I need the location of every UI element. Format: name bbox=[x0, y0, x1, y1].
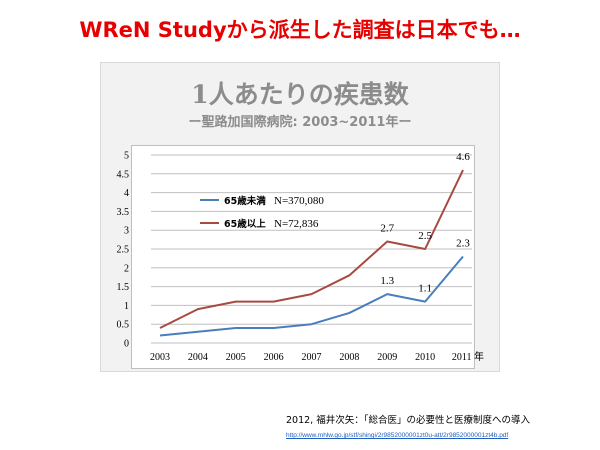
y-tick-label: 1.5 bbox=[117, 282, 130, 293]
chart-image: 1人あたりの疾患数 ー聖路加国際病院: 2003~2011年ー 0 0.5 1 1.5… bbox=[100, 62, 500, 372]
data-label: 2.3 bbox=[456, 238, 470, 250]
x-tick-label: 2008 bbox=[339, 352, 359, 363]
series-line-1 bbox=[159, 255, 464, 337]
legend-label: 65歳未満 bbox=[224, 195, 266, 207]
data-label: 1.1 bbox=[418, 283, 432, 295]
series-line-2 bbox=[159, 169, 464, 329]
data-label: 4.6 bbox=[456, 151, 470, 163]
chart-title: 1人あたりの疾患数 bbox=[191, 80, 409, 109]
data-label: 1.3 bbox=[380, 275, 394, 287]
chart-subtitle: ー聖路加国際病院: 2003~2011年ー bbox=[188, 115, 412, 130]
y-tick-label: 1 bbox=[124, 301, 129, 312]
x-tick-label: 2006 bbox=[264, 352, 284, 363]
y-tick-label: 3.5 bbox=[117, 207, 130, 218]
y-tick-label: 5 bbox=[124, 151, 129, 162]
data-label: 2.5 bbox=[418, 230, 432, 242]
data-label: 2.7 bbox=[380, 222, 394, 234]
citation: 2012, 福井次矢：「総合医」の必要性と医療制度への導入 bbox=[286, 415, 530, 426]
source-url-link[interactable]: http://www.mhlw.go.jp/stf/shingi/2r98520… bbox=[286, 432, 509, 439]
x-tick-label: 2004 bbox=[188, 352, 208, 363]
legend-label: 65歳以上 bbox=[224, 218, 266, 230]
y-tick-label: 4 bbox=[124, 188, 129, 199]
x-tick-label: 2005 bbox=[226, 352, 246, 363]
line-chart: 0 0.5 1 1.5 2 2.5 3 3.5 4 4.5 5 2003 2004 2005 2006 200… bbox=[117, 151, 485, 364]
x-tick-label: 2009 bbox=[377, 352, 397, 363]
y-tick-label: 0.5 bbox=[117, 320, 130, 331]
x-tick-label: 2007 bbox=[302, 352, 322, 363]
y-tick-label: 4.5 bbox=[117, 169, 130, 180]
y-tick-label: 2.5 bbox=[117, 245, 130, 256]
x-tick-label: 2010 bbox=[415, 352, 435, 363]
slide-title: WReN Studyから派生した調査は日本でも… bbox=[79, 18, 521, 42]
y-tick-label: 0 bbox=[124, 339, 129, 350]
x-tick-label: 2011 年 bbox=[452, 350, 484, 363]
y-tick-label: 3 bbox=[124, 226, 129, 237]
y-tick-label: 2 bbox=[124, 263, 129, 274]
x-tick-label: 2003 bbox=[150, 352, 170, 363]
legend-count: N=370,080 bbox=[274, 195, 324, 207]
legend-count: N=72,836 bbox=[274, 218, 319, 230]
